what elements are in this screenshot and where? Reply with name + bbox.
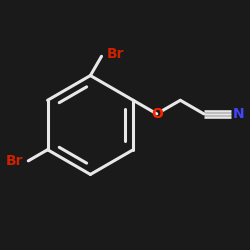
Text: N: N	[233, 107, 245, 121]
Text: O: O	[151, 107, 163, 121]
Text: Br: Br	[6, 154, 24, 168]
Text: Br: Br	[106, 47, 124, 61]
